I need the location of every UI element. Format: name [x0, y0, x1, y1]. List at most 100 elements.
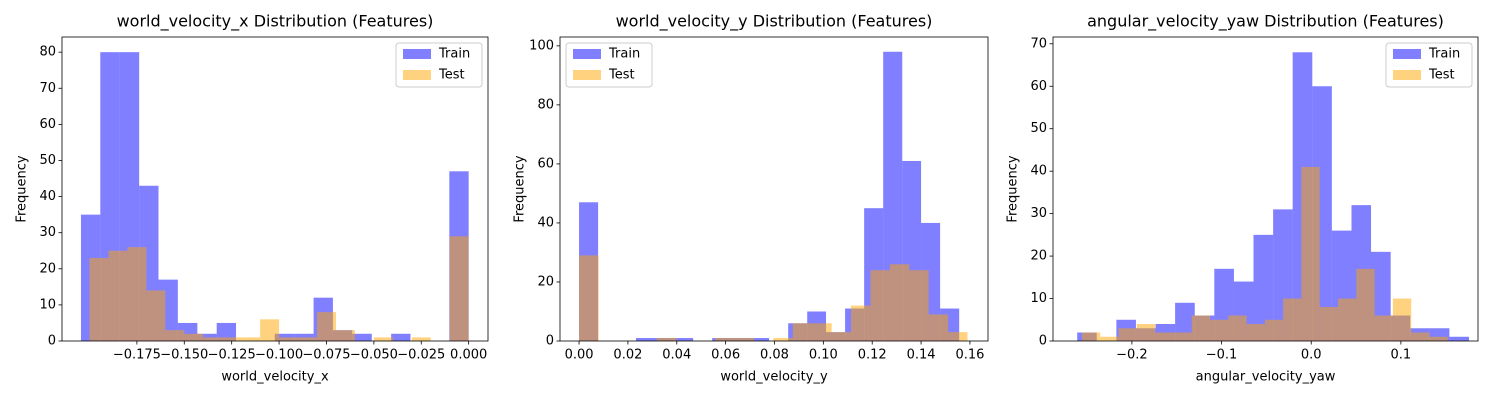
legend-swatch	[1393, 49, 1421, 59]
y-tick-label: 0	[546, 334, 554, 349]
x-tick-label: −0.150	[160, 348, 208, 363]
histogram-bar	[316, 312, 336, 341]
histogram-bar	[870, 270, 890, 341]
x-tick-label: 0.12	[858, 348, 887, 363]
plot-frame	[61, 36, 489, 342]
legend-swatch	[1393, 70, 1421, 80]
x-tick-label: 0.04	[662, 348, 691, 363]
y-tick-label: 0	[48, 334, 56, 349]
y-tick-label: 40	[39, 189, 56, 204]
histogram-bar	[1449, 336, 1470, 341]
histogram-bar	[635, 338, 656, 341]
legend: Train Test	[1385, 42, 1473, 88]
histogram-bar	[298, 337, 317, 341]
histogram-bar	[750, 338, 770, 341]
y-axis-label: Frequency	[15, 155, 30, 222]
histogram-bar	[165, 330, 185, 341]
y-tick-label: 20	[39, 261, 56, 276]
x-tick-label: 0.00	[565, 348, 594, 363]
legend-swatch	[403, 49, 431, 59]
y-tick-label: 10	[1030, 291, 1047, 306]
histogram-bar	[734, 338, 754, 341]
x-tick-label: 0.10	[809, 348, 838, 363]
x-tick-label: −0.125	[208, 348, 256, 363]
y-tick-label: 50	[1030, 121, 1047, 136]
x-tick-label: −0.2	[1116, 348, 1148, 363]
histogram-bar	[1301, 166, 1320, 341]
histogram-bar	[792, 323, 813, 341]
legend-swatch	[573, 70, 601, 80]
legend-label: Train	[438, 47, 470, 62]
x-tick-label: 0.0	[1301, 348, 1322, 363]
x-tick-label: 0.06	[711, 348, 740, 363]
y-axis-label: Frequency	[1006, 155, 1021, 222]
y-tick-label: 50	[39, 153, 56, 168]
y-tick-label: 10	[39, 297, 56, 312]
histogram-bar	[1253, 234, 1274, 341]
histogram-bar	[889, 264, 910, 341]
histogram-bar	[656, 338, 677, 341]
y-tick-label: 40	[537, 215, 554, 230]
histogram-bar	[127, 247, 147, 341]
histogram-bar	[831, 332, 851, 341]
y-tick-label: 60	[537, 156, 554, 171]
y-tick-label: 70	[39, 81, 56, 96]
legend-label: Test	[608, 68, 635, 83]
histogram-bar	[335, 330, 355, 341]
y-tick-label: 40	[1030, 164, 1047, 179]
histogram-bar	[850, 305, 871, 341]
y-tick-label: 70	[1030, 36, 1047, 51]
histogram-bar	[197, 333, 217, 341]
legend: Train Test	[565, 42, 653, 88]
histogram-bar	[294, 333, 314, 341]
histogram-bar	[203, 337, 223, 341]
y-tick-label: 80	[39, 45, 56, 60]
histogram-bar	[391, 333, 411, 341]
histogram-bar	[260, 319, 280, 341]
y-tick-label: 100	[529, 38, 554, 53]
y-tick-label: 20	[1030, 249, 1047, 264]
x-tick-label: −0.075	[302, 348, 350, 363]
histogram-bar	[216, 322, 237, 341]
histogram-bar	[1155, 332, 1174, 341]
histogram-bar	[1173, 332, 1192, 341]
histogram-bar	[948, 332, 968, 341]
x-tick-label: 0.1	[1391, 348, 1412, 363]
histogram-bar	[1356, 268, 1375, 341]
histogram-bar	[579, 255, 599, 341]
y-tick-label: 30	[39, 225, 56, 240]
legend-swatch	[403, 70, 431, 80]
histogram-bar	[1081, 332, 1101, 341]
chart-panel: 0.00 0.02 0.04 0.06 0.08 0.10 0.12 0.14 0.16 0 20 4…	[513, 12, 989, 385]
histogram-bar	[1191, 315, 1210, 341]
chart-title: angular_velocity_yaw Distribution (Featu…	[1087, 12, 1444, 32]
y-tick-label: 30	[1030, 206, 1047, 221]
histogram-bar	[928, 314, 949, 341]
legend-swatch	[573, 49, 601, 59]
x-tick-label: 0.08	[760, 348, 789, 363]
chart-panel: −0.175 −0.150 −0.125 −0.100 −0.075 −0.050 −0.0…	[15, 12, 489, 385]
legend-label: Train	[608, 47, 640, 62]
y-tick-label: 60	[1030, 79, 1047, 94]
y-tick-label: 60	[39, 117, 56, 132]
x-axis-label: world_velocity_y	[720, 370, 828, 385]
legend: Train Test	[395, 42, 483, 88]
histogram-bar	[1264, 319, 1284, 341]
histogram-bar	[773, 338, 793, 341]
chart-panel: −0.2 −0.1 0.0 0.1 0 10 20 30 40 50 60 70 angular_vel…	[1006, 12, 1479, 385]
x-tick-label: 0.000	[450, 348, 487, 363]
y-tick-label: 20	[537, 274, 554, 289]
x-tick-label: 0.14	[907, 348, 936, 363]
x-tick-label: −0.100	[255, 348, 303, 363]
histogram-bar	[373, 337, 393, 341]
histogram-bar	[674, 338, 694, 341]
histogram-bar	[1100, 336, 1119, 341]
x-tick-label: −0.025	[397, 348, 445, 363]
y-tick-label: 0	[1039, 334, 1047, 349]
histogram-bar	[715, 338, 735, 341]
y-tick-label: 80	[537, 97, 554, 112]
histogram-bar	[352, 333, 372, 341]
chart-title: world_velocity_x Distribution (Features)	[117, 12, 434, 32]
x-tick-label: 0.02	[613, 348, 642, 363]
